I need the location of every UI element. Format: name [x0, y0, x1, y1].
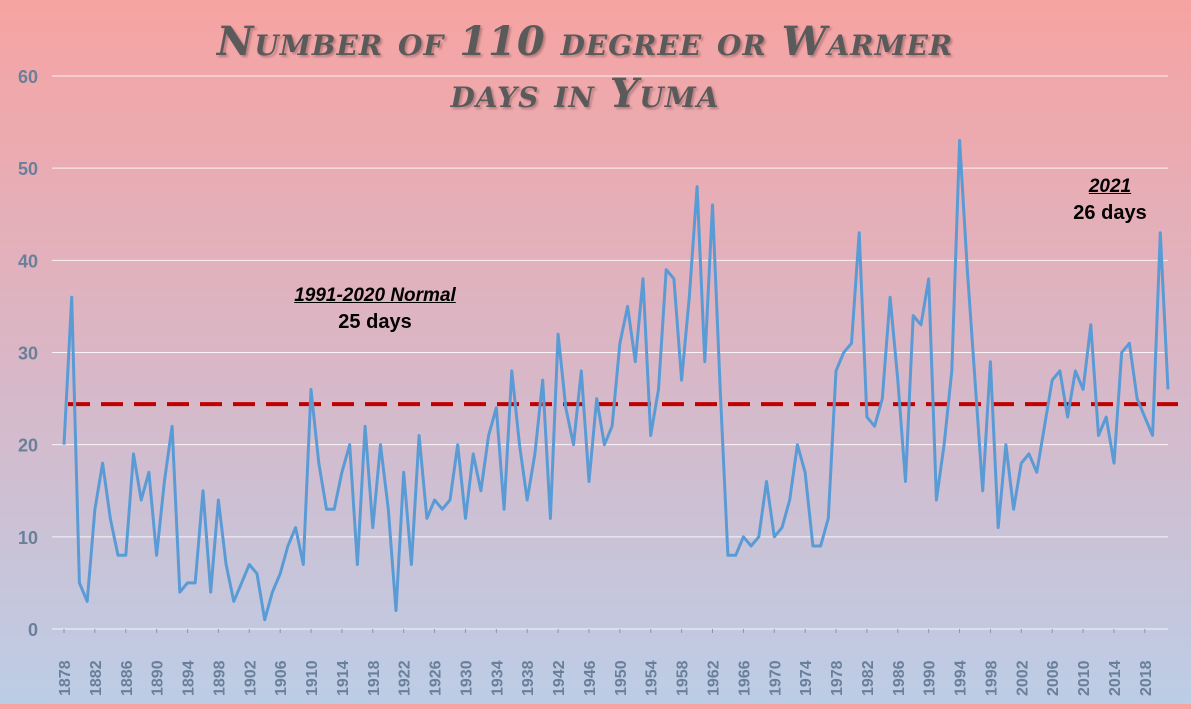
x-tick-label: 1966 — [736, 660, 753, 696]
x-tick-label: 1882 — [88, 660, 105, 696]
chart-title-line2: days in Yuma — [450, 70, 720, 117]
normal-annotation-heading: 1991-2020 Normal — [294, 285, 456, 306]
recent-annotation-value: 26 days — [1073, 202, 1147, 224]
x-tick-label: 1886 — [119, 660, 136, 696]
x-tick-label: 1926 — [428, 660, 445, 696]
x-tick-label: 1978 — [829, 660, 846, 696]
x-tick-label: 1962 — [706, 660, 723, 696]
x-tick-label: 1942 — [551, 660, 568, 696]
x-tick-label: 2010 — [1076, 660, 1093, 696]
x-tick-label: 2006 — [1045, 660, 1062, 696]
x-tick-label: 1990 — [922, 660, 939, 696]
y-tick-label: 40 — [18, 251, 38, 271]
y-tick-label: 50 — [18, 159, 38, 179]
x-tick-label: 1950 — [613, 660, 630, 696]
chart-title-line1: Number of 110 degree or Warmer — [216, 18, 954, 65]
x-tick-label: 2018 — [1138, 660, 1155, 696]
recent-annotation-heading: 2021 — [1088, 176, 1132, 197]
x-tick-label: 1910 — [304, 660, 321, 696]
x-tick-label: 1970 — [767, 660, 784, 696]
x-tick-label: 1974 — [798, 660, 815, 696]
y-tick-label: 60 — [18, 67, 38, 87]
x-tick-label: 1922 — [397, 660, 414, 696]
y-tick-label: 30 — [18, 344, 38, 364]
x-tick-label: 1898 — [211, 660, 228, 696]
y-tick-label: 20 — [18, 436, 38, 456]
normal-annotation-value: 25 days — [338, 311, 412, 333]
x-tick-label: 1894 — [181, 660, 198, 696]
x-tick-label: 1934 — [489, 660, 506, 696]
series-line — [62, 139, 1170, 622]
x-tick-label: 1918 — [366, 660, 383, 696]
recent-annotation: 2021 26 days — [1050, 176, 1170, 225]
x-tick-label: 1998 — [983, 660, 1000, 696]
y-tick-label: 0 — [28, 620, 38, 640]
x-tick-label: 1890 — [150, 660, 167, 696]
y-tick-label: 10 — [18, 528, 38, 548]
x-tick-label: 2002 — [1014, 660, 1031, 696]
x-tick-label: 1914 — [335, 660, 352, 696]
x-tick-label: 1958 — [675, 660, 692, 696]
x-tick-label: 1994 — [953, 660, 970, 696]
x-tick-label: 1906 — [273, 660, 290, 696]
x-tick-label: 2014 — [1107, 660, 1124, 696]
x-tick-label: 1938 — [520, 660, 537, 696]
x-tick-label: 1946 — [582, 660, 599, 696]
x-tick-label: 1902 — [242, 660, 259, 696]
normal-annotation: 1991-2020 Normal 25 days — [250, 285, 500, 334]
x-tick-label: 1930 — [458, 660, 475, 696]
x-tick-label: 1954 — [644, 660, 661, 696]
x-tick-label: 1878 — [57, 660, 74, 696]
x-tick-label: 1986 — [891, 660, 908, 696]
x-tick-label: 1982 — [860, 660, 877, 696]
